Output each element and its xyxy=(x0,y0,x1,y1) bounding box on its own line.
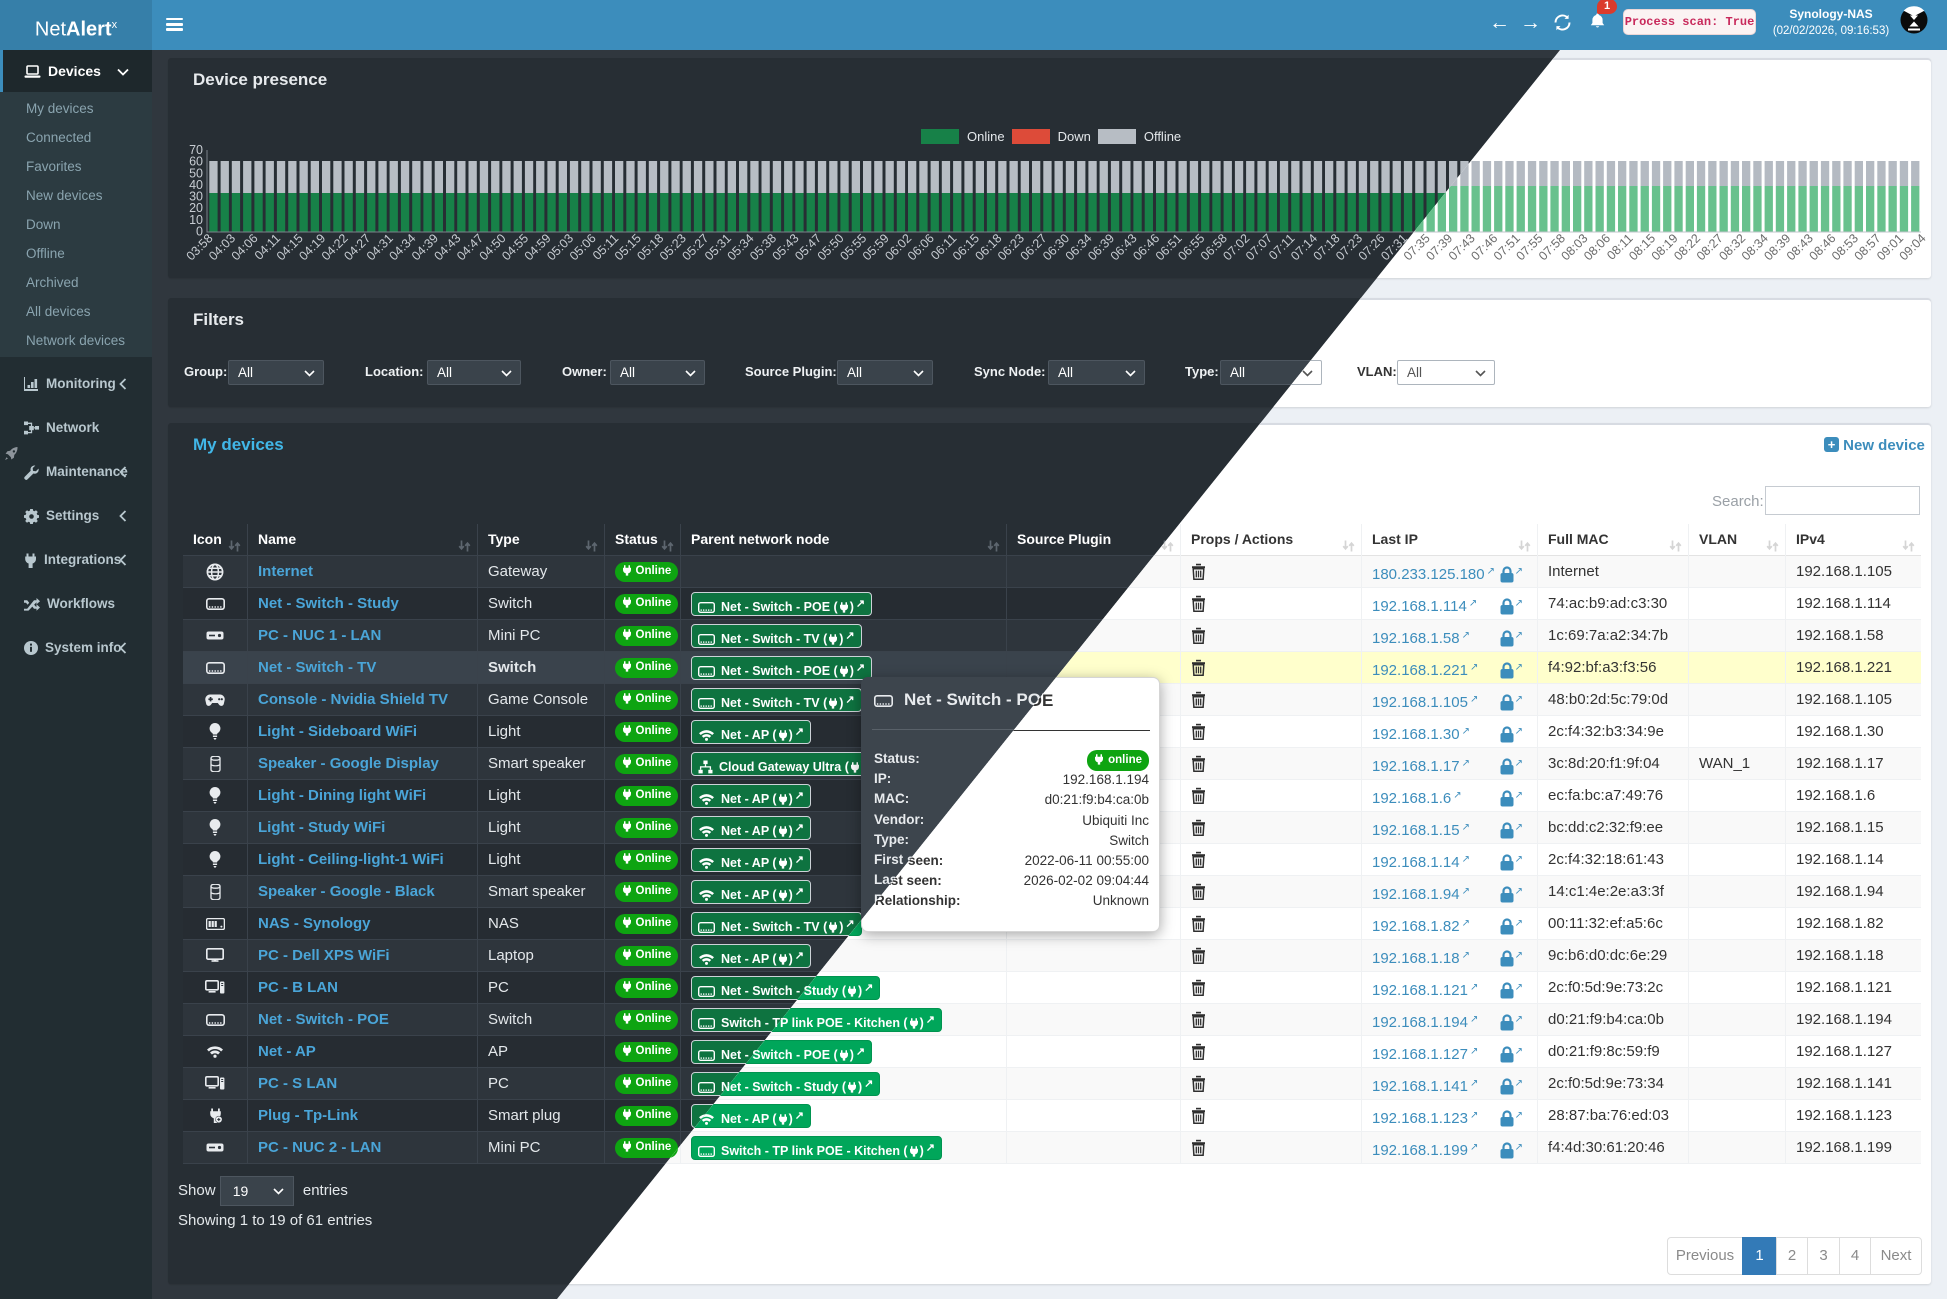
svg-text:30: 30 xyxy=(189,190,203,204)
svg-text:50: 50 xyxy=(189,166,203,180)
svg-text:70: 70 xyxy=(189,143,203,157)
svg-text:09:04: 09:04 xyxy=(1897,231,1929,263)
svg-text:10: 10 xyxy=(189,213,203,227)
svg-text:60: 60 xyxy=(189,155,203,169)
svg-text:0: 0 xyxy=(196,225,203,239)
svg-text:20: 20 xyxy=(189,201,203,215)
svg-text:40: 40 xyxy=(189,178,203,192)
